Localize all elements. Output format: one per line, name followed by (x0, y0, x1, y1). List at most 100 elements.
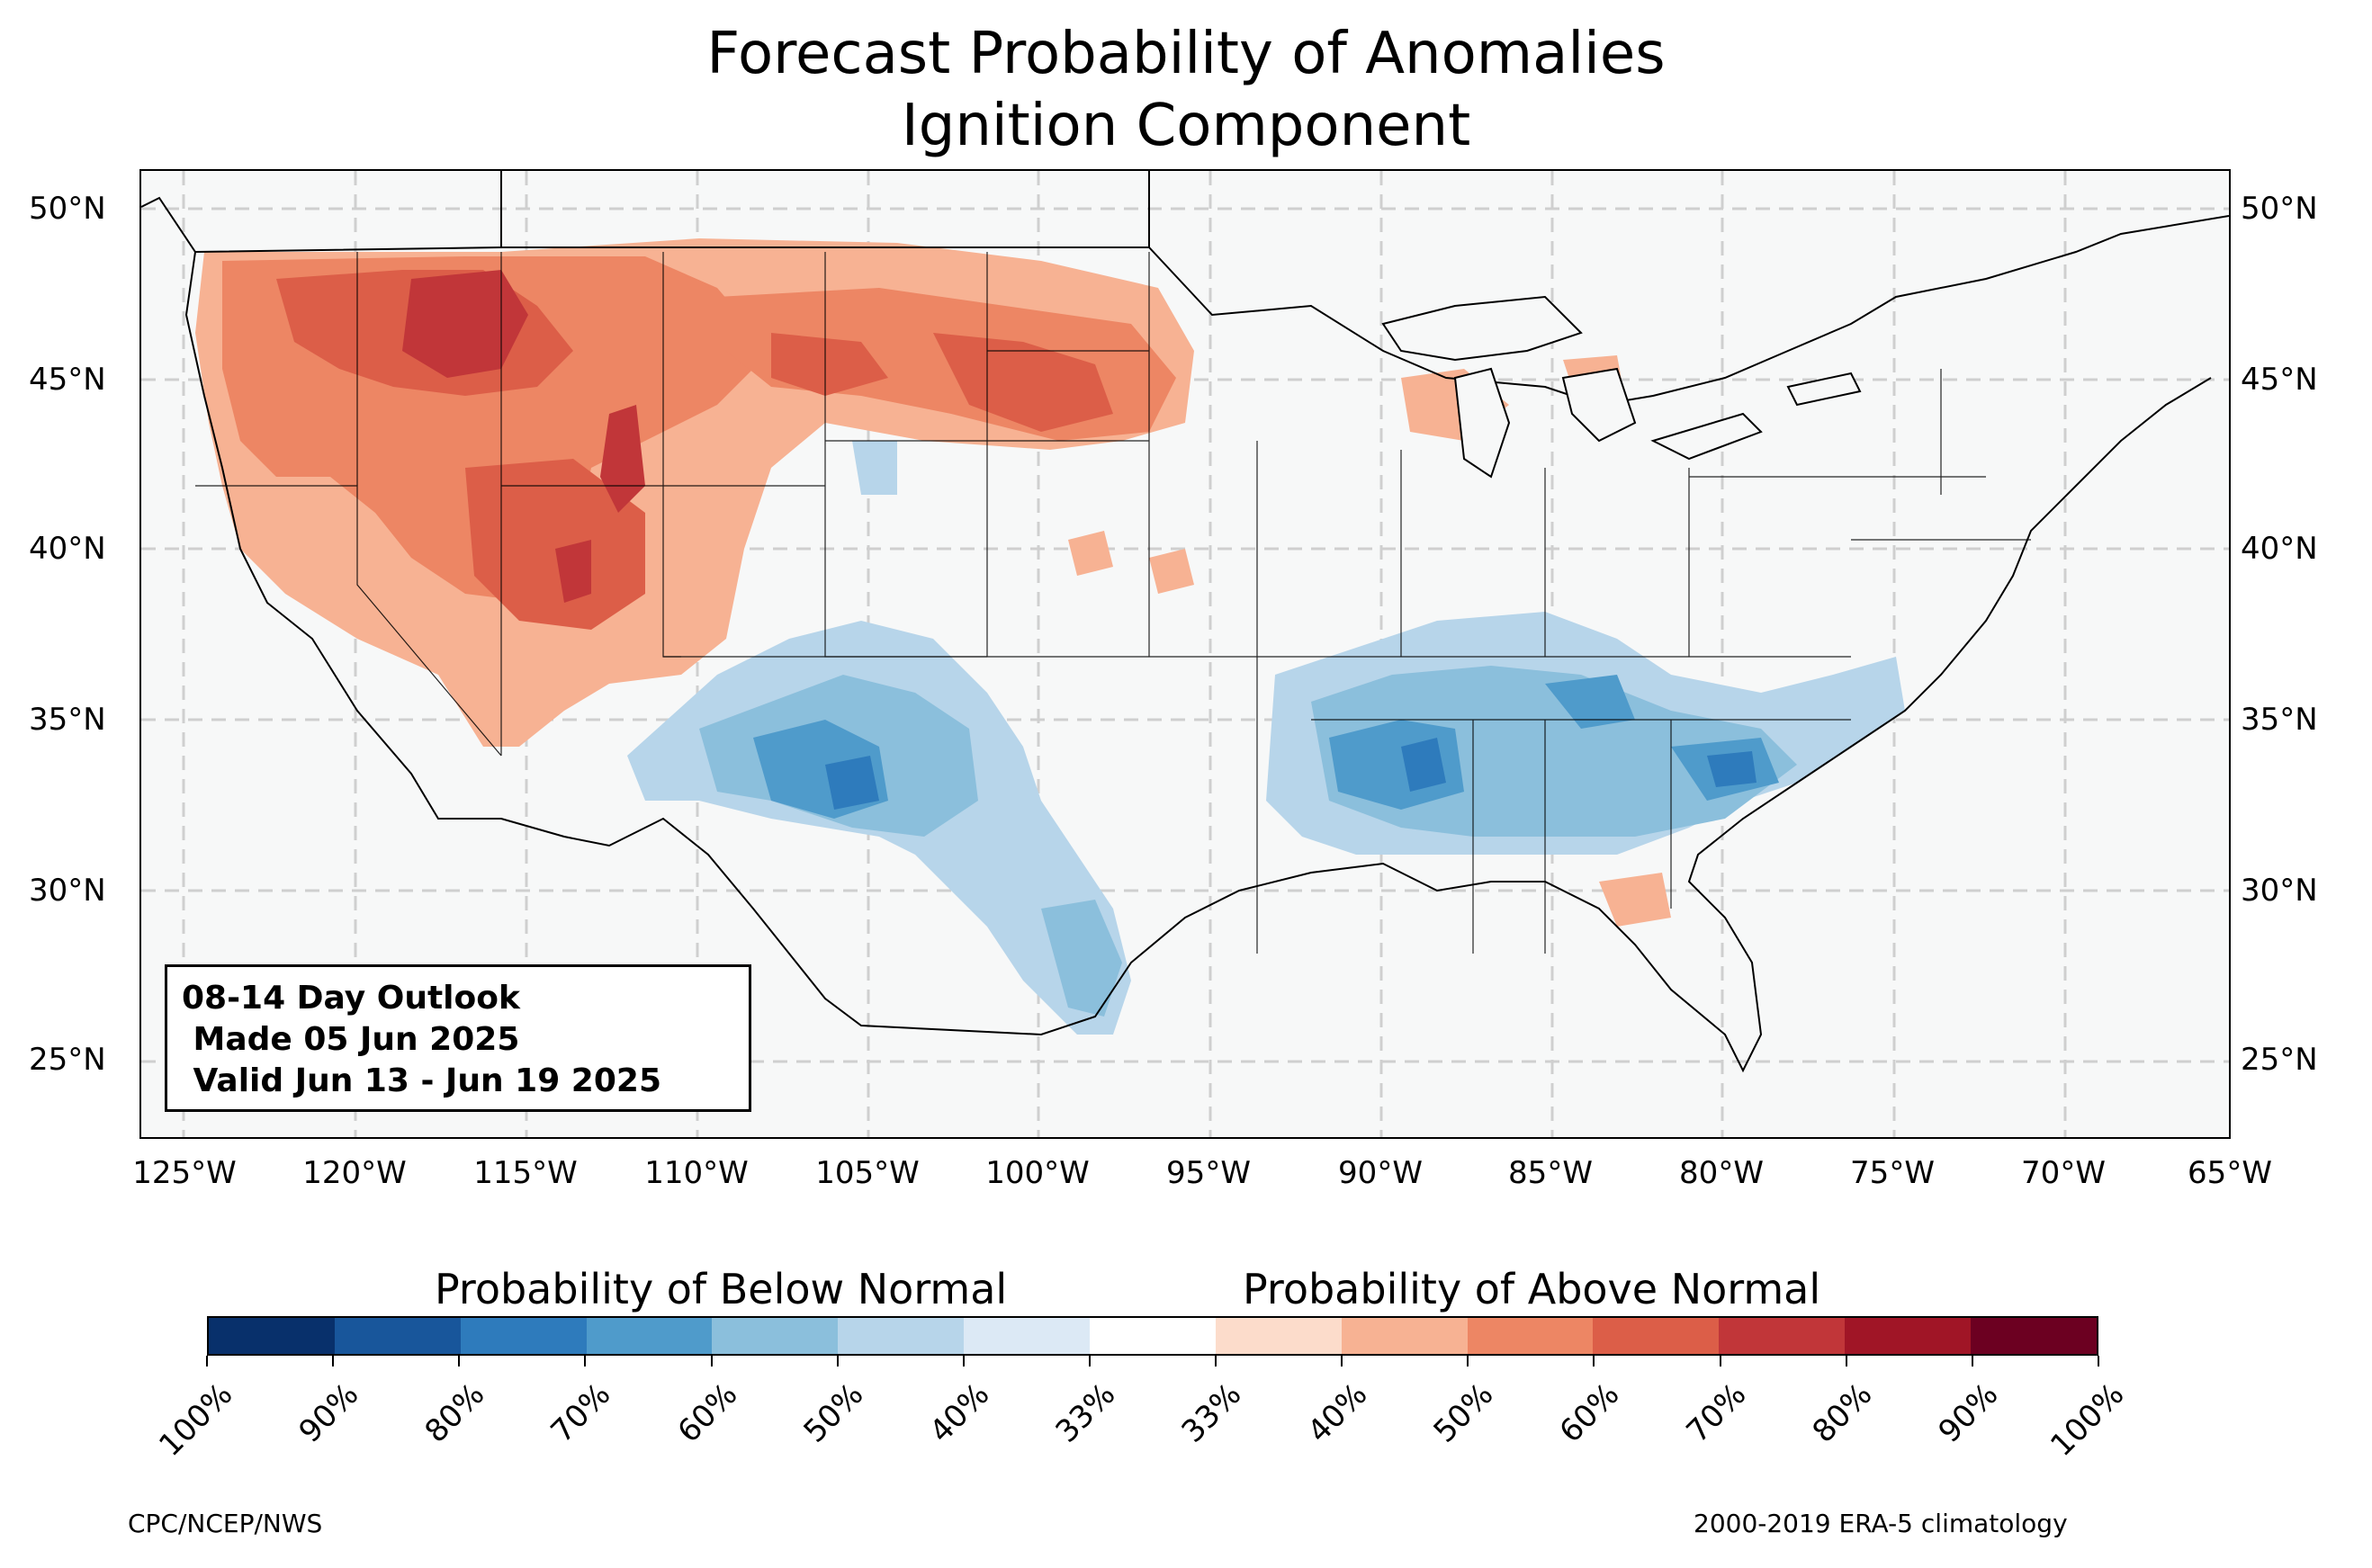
lat-label-45-right: 45°N (2241, 362, 2318, 398)
outlook-info-box: 08-14 Day Outlook Made 05 Jun 2025 Valid… (165, 964, 751, 1112)
map-title-line1: Forecast Probability of Anomalies (706, 21, 1666, 87)
above-70-area (555, 540, 591, 603)
lat-label-40-right: 40°N (2241, 531, 2318, 567)
lon-label-85: 85°W (1508, 1155, 1593, 1191)
outlook-valid-dates: Valid Jun 13 - Jun 19 2025 (182, 1062, 662, 1099)
below-70-area (1707, 751, 1757, 787)
colorbar-tick (2098, 1356, 2099, 1366)
colorbar-segment (838, 1318, 965, 1354)
above-40-area (1599, 873, 1671, 927)
colorbar-tick (1971, 1356, 1973, 1366)
lat-label-35-right: 35°N (2241, 702, 2318, 738)
lat-label-35-left: 35°N (29, 702, 106, 738)
below-normal-shading (627, 441, 1905, 1035)
colorbar-tick-label: 33% (1174, 1376, 1249, 1450)
state-lines (195, 252, 2031, 954)
lon-label-110: 110°W (644, 1155, 749, 1191)
colorbar-tick (206, 1356, 208, 1366)
us-map (141, 171, 2229, 1137)
above-40-area (1068, 531, 1113, 576)
colorbar-tick (458, 1356, 461, 1366)
colorbar-segment (1593, 1318, 1720, 1354)
colorbar-tick-label: 60% (670, 1376, 744, 1450)
colorbar-tick (1719, 1356, 1721, 1366)
lat-label-45-left: 45°N (29, 362, 106, 398)
lon-label-70: 70°W (2021, 1155, 2106, 1191)
colorbar-tick-label: 90% (292, 1376, 366, 1450)
above-60-area (465, 459, 645, 630)
map-title-line2: Ignition Component (901, 93, 1471, 159)
lon-label-105: 105°W (815, 1155, 920, 1191)
colorbar-segment (334, 1318, 461, 1354)
colorbar-tick (1088, 1356, 1091, 1366)
colorbar-tick (584, 1356, 587, 1366)
outlook-period: 08-14 Day Outlook (182, 980, 520, 1017)
colorbar-segment (1215, 1318, 1342, 1354)
lon-label-95: 95°W (1166, 1155, 1251, 1191)
colorbar-tick-label: 90% (1931, 1376, 2006, 1450)
outlook-made-date: Made 05 Jun 2025 (182, 1021, 520, 1058)
lon-label-115: 115°W (473, 1155, 578, 1191)
below-50-area (1041, 900, 1122, 1017)
colorbar (207, 1316, 2098, 1356)
lon-label-90: 90°W (1338, 1155, 1423, 1191)
colorbar-tick-label: 50% (1426, 1376, 1501, 1450)
colorbar-tick-label: 80% (418, 1376, 492, 1450)
above-60-area (933, 333, 1113, 432)
lat-label-50-right: 50°N (2241, 191, 2318, 227)
colorbar-tick (1341, 1356, 1343, 1366)
colorbar-tick-label: 50% (796, 1376, 870, 1450)
lon-label-120: 120°W (302, 1155, 407, 1191)
below-70-area (1401, 738, 1446, 792)
lon-label-100: 100°W (985, 1155, 1090, 1191)
colorbar-tick-label: 80% (1805, 1376, 1880, 1450)
above-normal-shading (195, 238, 1671, 927)
colorbar-tick-label: 100% (2044, 1376, 2132, 1465)
colorbar-tick (1215, 1356, 1217, 1366)
colorbar-tick-label: 70% (544, 1376, 618, 1450)
colorbar-segment (1719, 1318, 1846, 1354)
colorbar-segment (712, 1318, 839, 1354)
colorbar-tick (836, 1356, 839, 1366)
colorbar-tick (332, 1356, 335, 1366)
below-70-area (825, 756, 879, 810)
colorbar-tick-label: 60% (1553, 1376, 1627, 1450)
above-60-area (771, 333, 888, 396)
lon-label-80: 80°W (1679, 1155, 1764, 1191)
colorbar-tick-label: 100% (152, 1376, 240, 1465)
colorbar-segment (1971, 1318, 2097, 1354)
colorbar-tick (1593, 1356, 1595, 1366)
colorbar-segment (460, 1318, 587, 1354)
colorbar-tick-label: 40% (1300, 1376, 1375, 1450)
lat-label-30-right: 30°N (2241, 873, 2318, 909)
colorbar-segment (209, 1318, 335, 1354)
colorbar-tick (962, 1356, 965, 1366)
lon-label-125: 125°W (132, 1155, 237, 1191)
colorbar-segment (1467, 1318, 1594, 1354)
above-70-area (402, 270, 528, 378)
colorbar-below-label: Probability of Below Normal (435, 1265, 1008, 1313)
lon-label-75: 75°W (1850, 1155, 1935, 1191)
lat-label-30-left: 30°N (29, 873, 106, 909)
colorbar-tick (1845, 1356, 1847, 1366)
colorbar-segment (1845, 1318, 1972, 1354)
footer-climatology: 2000-2019 ERA-5 climatology (1694, 1509, 2068, 1538)
lat-label-40-left: 40°N (29, 531, 106, 567)
colorbar-segment (586, 1318, 713, 1354)
colorbar-tick-label: 70% (1679, 1376, 1753, 1450)
lat-label-50-left: 50°N (29, 191, 106, 227)
colorbar-tick-label: 33% (1048, 1376, 1123, 1450)
lon-label-65: 65°W (2188, 1155, 2272, 1191)
above-40-area (1149, 549, 1194, 594)
colorbar-segment (1341, 1318, 1468, 1354)
below-40-area (852, 441, 897, 495)
footer-source: CPC/NCEP/NWS (128, 1509, 323, 1538)
colorbar-segment (1090, 1318, 1216, 1354)
lat-label-25-right: 25°N (2241, 1042, 2318, 1078)
lat-label-25-left: 25°N (29, 1042, 106, 1078)
great-lakes (1381, 295, 1862, 479)
colorbar-segment (964, 1318, 1091, 1354)
map-panel (139, 169, 2231, 1139)
below-60-area (1545, 675, 1635, 729)
colorbar-tick-label: 40% (922, 1376, 997, 1450)
